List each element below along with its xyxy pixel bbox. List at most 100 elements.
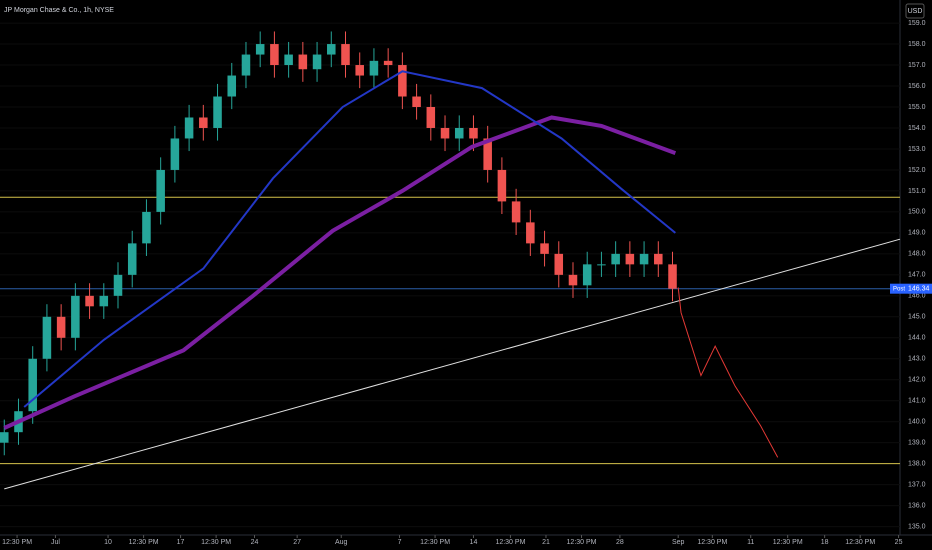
indicator-line	[23, 70, 676, 408]
candle-body	[668, 264, 677, 289]
candle-body	[255, 44, 265, 55]
y-tick-label: 146.0	[908, 293, 926, 300]
candle-body	[511, 201, 521, 223]
y-tick-label: 155.0	[908, 104, 926, 111]
candle-body	[42, 316, 52, 359]
currency[interactable]: USD	[908, 8, 923, 15]
candle-body	[312, 54, 322, 70]
x-tick-label: 17	[177, 539, 185, 546]
y-tick-label: 154.0	[908, 125, 926, 132]
y-tick-label: 149.0	[908, 230, 926, 237]
y-tick-label: 136.0	[908, 502, 926, 509]
currency-box[interactable]	[905, 3, 925, 19]
x-tick-label: 7	[398, 539, 402, 546]
candle-body	[383, 60, 393, 66]
price-tag-label: Post	[893, 286, 905, 292]
x-tick-label: 12:30 PM	[495, 539, 525, 546]
candle-body	[440, 127, 450, 139]
candle-body	[184, 117, 194, 139]
y-tick-label: 158.0	[908, 41, 926, 48]
y-tick-label: 156.0	[908, 83, 926, 90]
indicator-line	[677, 287, 779, 458]
candle-body	[227, 75, 237, 97]
indicator-line	[3, 115, 677, 430]
y-tick-label: 137.0	[908, 481, 926, 488]
y-tick-label: 153.0	[908, 146, 926, 153]
y-tick-label: 150.0	[908, 209, 926, 216]
candle-body	[454, 127, 464, 139]
candle-body	[241, 54, 251, 76]
x-tick-label: 24	[251, 539, 259, 546]
candle-body	[597, 264, 606, 266]
candle-body	[56, 316, 66, 338]
candle-body	[85, 295, 94, 307]
chart-title: JP Morgan Chase & Co., 1h, NYSE	[4, 7, 114, 14]
y-tick-label: 147.0	[908, 272, 926, 279]
y-tick-label: 143.0	[908, 356, 926, 363]
candle-body	[654, 253, 663, 265]
x-tick-label: 12:30 PM	[129, 539, 159, 546]
x-tick-label: 12:30 PM	[2, 539, 32, 546]
y-tick-label: 151.0	[908, 188, 926, 195]
y-tick-label: 144.0	[908, 335, 926, 342]
y-tick-label: 135.0	[908, 523, 926, 530]
y-tick-label: 148.0	[908, 251, 926, 258]
y-tick-label: 141.0	[908, 398, 926, 405]
x-tick-label: 12:30 PM	[845, 539, 875, 546]
x-tick-label: 12:30 PM	[201, 539, 231, 546]
x-tick-label: 10	[104, 539, 112, 546]
x-tick-label: 12:30 PM	[420, 539, 450, 546]
candle-body	[369, 60, 379, 76]
y-tick-label: 157.0	[908, 62, 926, 69]
x-tick-label: 25	[895, 539, 903, 546]
x-tick-label: 12:30 PM	[697, 539, 727, 546]
candle-body	[526, 222, 535, 244]
x-tick-label: 27	[293, 539, 301, 546]
candle-body	[142, 211, 151, 244]
x-tick-label: 11	[747, 539, 754, 546]
indicator-line	[4, 238, 901, 490]
x-tick-label: 21	[542, 539, 550, 546]
candle-body	[284, 54, 293, 66]
candle-body	[611, 253, 620, 265]
price-tag-box	[890, 283, 932, 294]
y-tick-label: 152.0	[908, 167, 926, 174]
candle-body	[426, 107, 436, 128]
candle-body	[341, 44, 350, 66]
y-tick-label: 142.0	[908, 377, 926, 384]
y-tick-label: 159.0	[908, 20, 926, 27]
candle-body	[213, 96, 222, 128]
candle-body	[412, 96, 421, 107]
price-tag-value: 146.34	[908, 286, 930, 293]
candle-body	[398, 65, 407, 97]
candle-body	[639, 253, 649, 265]
candle-body	[625, 253, 635, 265]
x-tick-label: Sep	[672, 539, 685, 546]
x-tick-label: 12:30 PM	[773, 539, 803, 546]
x-tick-label: 18	[821, 539, 829, 546]
x-tick-label: 14	[470, 539, 478, 546]
y-tick-label: 139.0	[908, 440, 926, 447]
candle-body	[355, 65, 364, 76]
candle-body	[127, 243, 137, 275]
candle-body	[298, 54, 308, 70]
candle-body	[199, 117, 208, 128]
candle-body	[170, 138, 180, 170]
candle-body	[270, 44, 279, 66]
y-tick-label: 138.0	[908, 461, 926, 468]
candle-body	[582, 264, 592, 286]
x-tick-label: 12:30 PM	[567, 539, 597, 546]
candle-body	[156, 169, 165, 212]
candle-body	[99, 295, 109, 307]
x-tick-label: Jul	[51, 539, 60, 546]
candle-body	[554, 253, 564, 275]
y-tick-label: 145.0	[908, 314, 926, 321]
candle-body	[113, 274, 123, 296]
candle-body	[0, 432, 9, 443]
x-tick-label: 28	[616, 539, 624, 546]
candle-body	[327, 44, 336, 55]
x-tick-label: Aug	[335, 539, 348, 546]
candle-body	[483, 138, 492, 170]
plot-area	[0, 22, 901, 528]
